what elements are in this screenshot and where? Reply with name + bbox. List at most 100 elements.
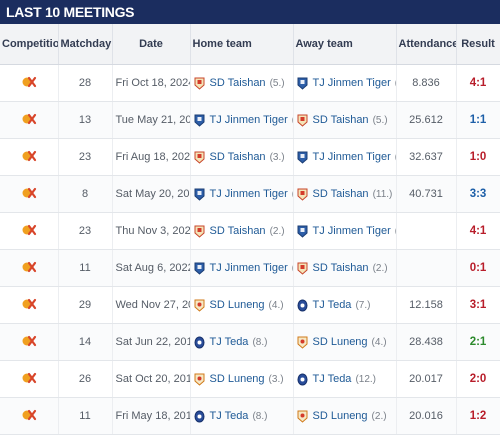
home-team-name[interactable]: SD Luneng	[209, 299, 265, 311]
away-team-name[interactable]: SD Luneng	[312, 410, 368, 422]
result-score[interactable]: 4:1	[469, 77, 487, 89]
away-team-cell[interactable]: TJ Jinmen Tiger (8.)	[293, 138, 397, 176]
home-team-name[interactable]: TJ Jinmen Tiger	[209, 262, 288, 274]
csl-logo-icon[interactable]	[21, 187, 37, 199]
away-team-cell[interactable]: TJ Jinmen Tiger (6.)	[293, 64, 397, 102]
col-header-away-team[interactable]: Away team	[293, 24, 397, 65]
table-row[interactable]: 13 Tue May 21, 2024 TJ Jinmen Tiger (7.)…	[0, 101, 500, 139]
csl-logo-icon[interactable]	[21, 298, 37, 310]
date-cell[interactable]: Tue May 21, 2024	[112, 101, 191, 139]
away-team-cell[interactable]: SD Luneng (2.)	[293, 397, 397, 435]
date-cell[interactable]: Sat Oct 20, 2018	[112, 360, 191, 398]
result-cell[interactable]: 3:3	[456, 175, 500, 213]
home-team-cell[interactable]: TJ Teda (8.)	[190, 323, 294, 361]
home-team-name[interactable]: SD Taishan	[209, 77, 266, 89]
result-cell[interactable]: 4:1	[456, 64, 500, 102]
away-team-name[interactable]: SD Luneng	[312, 336, 368, 348]
result-cell[interactable]: 1:0	[456, 138, 500, 176]
away-team-rank: (7.)	[355, 299, 371, 311]
result-score[interactable]: 0:1	[469, 262, 487, 274]
home-team-name[interactable]: SD Luneng	[209, 373, 265, 385]
result-cell[interactable]: 0:1	[456, 249, 500, 287]
result-score[interactable]: 1:0	[469, 151, 487, 163]
result-score[interactable]: 2:0	[469, 373, 487, 385]
result-cell[interactable]: 2:1	[456, 323, 500, 361]
csl-logo-icon[interactable]	[21, 409, 37, 421]
home-team-cell[interactable]: SD Taishan (2.)	[190, 212, 294, 250]
result-cell[interactable]: 1:2	[456, 397, 500, 435]
matchday-cell: 13	[58, 101, 113, 139]
result-cell[interactable]: 1:1	[456, 101, 500, 139]
table-row[interactable]: 11 Fri May 18, 2018 TJ Teda (8.) SD Lune…	[0, 397, 500, 435]
home-team-rank: (9.)	[292, 263, 293, 274]
col-header-attendance[interactable]: Attendance	[396, 24, 457, 65]
date-cell[interactable]: Fri May 18, 2018	[112, 397, 191, 435]
away-team-name[interactable]: TJ Jinmen Tiger	[312, 225, 391, 237]
csl-logo-icon[interactable]	[21, 372, 37, 384]
col-header-matchday[interactable]: Matchday	[58, 24, 113, 65]
date-cell[interactable]: Sat Aug 6, 2022	[112, 249, 191, 287]
result-cell[interactable]: 4:1	[456, 212, 500, 250]
result-score[interactable]: 4:1	[469, 225, 487, 237]
home-team-cell[interactable]: SD Luneng (3.)	[190, 360, 294, 398]
csl-logo-icon[interactable]	[21, 224, 37, 236]
home-team-name[interactable]: TJ Teda	[209, 410, 249, 422]
table-row[interactable]: 23 Thu Nov 3, 2022 SD Taishan (2.) TJ Ji…	[0, 212, 500, 250]
col-header-date[interactable]: Date	[112, 24, 191, 65]
col-header-home-team[interactable]: Home team	[190, 24, 294, 65]
away-team-name[interactable]: SD Taishan	[312, 188, 369, 200]
away-team-cell[interactable]: TJ Teda (12.)	[293, 360, 397, 398]
date-cell[interactable]: Sat May 20, 2023	[112, 175, 191, 213]
away-team-cell[interactable]: SD Taishan (11.)	[293, 175, 397, 213]
col-header-result[interactable]: Result	[456, 24, 500, 65]
table-row[interactable]: 29 Wed Nov 27, 2019 SD Luneng (4.) TJ Te…	[0, 286, 500, 324]
result-score[interactable]: 1:2	[469, 410, 487, 422]
home-team-cell[interactable]: SD Luneng (4.)	[190, 286, 294, 324]
away-team-cell[interactable]: SD Luneng (4.)	[293, 323, 397, 361]
table-row[interactable]: 28 Fri Oct 18, 2024 SD Taishan (5.) TJ J…	[0, 64, 500, 102]
away-team-name[interactable]: TJ Teda	[312, 373, 352, 385]
result-score[interactable]: 3:3	[469, 188, 487, 200]
home-team-cell[interactable]: TJ Jinmen Tiger (7.)	[190, 101, 294, 139]
home-team-name[interactable]: TJ Teda	[209, 336, 249, 348]
table-row[interactable]: 23 Fri Aug 18, 2023 SD Taishan (3.) TJ J…	[0, 138, 500, 176]
home-team-cell[interactable]: SD Taishan (3.)	[190, 138, 294, 176]
away-team-cell[interactable]: SD Taishan (5.)	[293, 101, 397, 139]
home-team-name[interactable]: SD Taishan	[209, 151, 266, 163]
home-team-cell[interactable]: TJ Teda (8.)	[190, 397, 294, 435]
table-row[interactable]: 26 Sat Oct 20, 2018 SD Luneng (3.) TJ Te…	[0, 360, 500, 398]
csl-logo-icon[interactable]	[21, 335, 37, 347]
home-team-cell[interactable]: SD Taishan (5.)	[190, 64, 294, 102]
away-team-name[interactable]: TJ Jinmen Tiger	[312, 151, 391, 163]
csl-logo-icon[interactable]	[21, 150, 37, 162]
result-score[interactable]: 2:1	[469, 336, 487, 348]
home-team-name[interactable]: TJ Jinmen Tiger	[209, 188, 288, 200]
result-cell[interactable]: 3:1	[456, 286, 500, 324]
away-team-cell[interactable]: TJ Teda (7.)	[293, 286, 397, 324]
home-team-cell[interactable]: TJ Jinmen Tiger (4.)	[190, 175, 294, 213]
date-cell[interactable]: Thu Nov 3, 2022	[112, 212, 191, 250]
result-cell[interactable]: 2:0	[456, 360, 500, 398]
home-team-name[interactable]: SD Taishan	[209, 225, 266, 237]
date-cell[interactable]: Sat Jun 22, 2019	[112, 323, 191, 361]
result-score[interactable]: 1:1	[469, 114, 487, 126]
home-team-cell[interactable]: TJ Jinmen Tiger (9.)	[190, 249, 294, 287]
away-team-name[interactable]: TJ Jinmen Tiger	[312, 77, 391, 89]
csl-logo-icon[interactable]	[21, 76, 37, 88]
away-team-name[interactable]: TJ Teda	[312, 299, 352, 311]
date-cell[interactable]: Wed Nov 27, 2019	[112, 286, 191, 324]
away-team-name[interactable]: SD Taishan	[312, 114, 369, 126]
csl-logo-icon[interactable]	[21, 113, 37, 125]
date-cell[interactable]: Fri Oct 18, 2024	[112, 64, 191, 102]
away-team-name[interactable]: SD Taishan	[312, 262, 369, 274]
table-row[interactable]: 14 Sat Jun 22, 2019 TJ Teda (8.) SD Lune…	[0, 323, 500, 361]
table-row[interactable]: 11 Sat Aug 6, 2022 TJ Jinmen Tiger (9.) …	[0, 249, 500, 287]
result-score[interactable]: 3:1	[469, 299, 487, 311]
col-header-competition[interactable]: Competition	[0, 24, 59, 65]
csl-logo-icon[interactable]	[21, 261, 37, 273]
home-team-name[interactable]: TJ Jinmen Tiger	[209, 114, 288, 126]
table-row[interactable]: 8 Sat May 20, 2023 TJ Jinmen Tiger (4.) …	[0, 175, 500, 213]
away-team-cell[interactable]: SD Taishan (2.)	[293, 249, 397, 287]
away-team-cell[interactable]: TJ Jinmen Tiger (10.)	[293, 212, 397, 250]
date-cell[interactable]: Fri Aug 18, 2023	[112, 138, 191, 176]
